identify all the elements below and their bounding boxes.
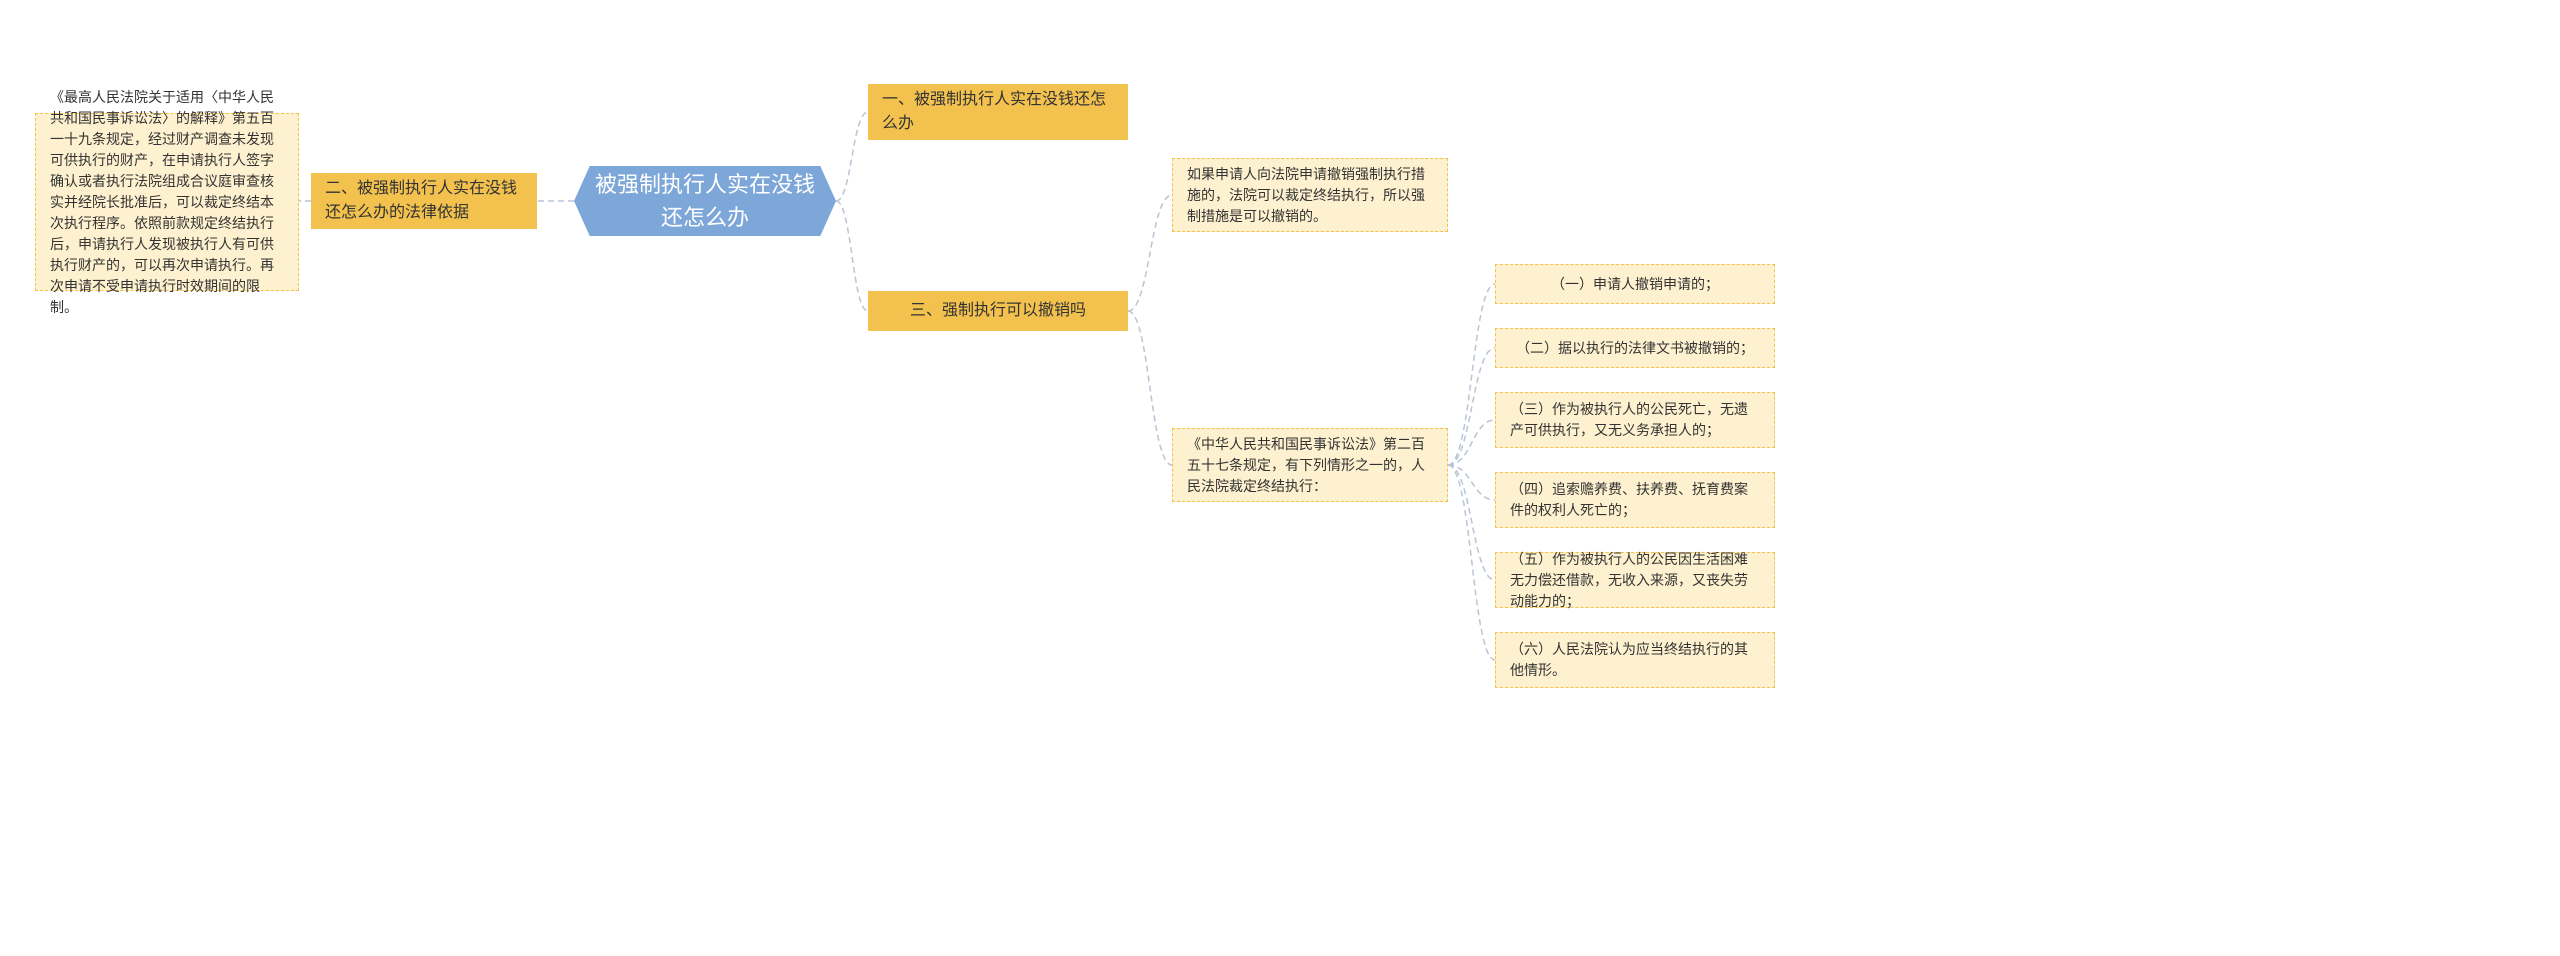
left-branch-node: 二、被强制执行人实在没钱还怎么办的法律依据	[311, 173, 537, 229]
c2-item-4: （四）追索赡养费、扶养费、抚育费案件的权利人死亡的；	[1495, 472, 1775, 528]
c2-item-6-text: （六）人民法院认为应当终结执行的其他情形。	[1510, 639, 1760, 681]
right-b3-label: 三、强制执行可以撤销吗	[910, 299, 1086, 323]
c2-item-3-text: （三）作为被执行人的公民死亡，无遗产可供执行，又无义务承担人的；	[1510, 399, 1760, 441]
b3-c2-node: 《中华人民共和国民事诉讼法》第二百五十七条规定，有下列情形之一的，人民法院裁定终…	[1172, 428, 1448, 502]
b3-c1-node: 如果申请人向法院申请撤销强制执行措施的，法院可以裁定终结执行，所以强制措施是可以…	[1172, 158, 1448, 232]
c2-item-1: （一）申请人撤销申请的；	[1495, 264, 1775, 304]
c2-item-5-text: （五）作为被执行人的公民因生活困难无力偿还借款，无收入来源，又丧失劳动能力的；	[1510, 549, 1760, 612]
left-branch-label: 二、被强制执行人实在没钱还怎么办的法律依据	[325, 177, 523, 225]
right-b1-node: 一、被强制执行人实在没钱还怎么办	[868, 84, 1128, 140]
left-leaf-text: 《最高人民法院关于适用〈中华人民共和国民事诉讼法〉的解释》第五百一十九条规定，经…	[50, 87, 284, 318]
c2-item-1-text: （一）申请人撤销申请的；	[1551, 274, 1719, 295]
root-node: 被强制执行人实在没钱还怎么办	[574, 166, 836, 236]
right-b3-node: 三、强制执行可以撤销吗	[868, 291, 1128, 331]
c2-item-3: （三）作为被执行人的公民死亡，无遗产可供执行，又无义务承担人的；	[1495, 392, 1775, 448]
c2-item-5: （五）作为被执行人的公民因生活困难无力偿还借款，无收入来源，又丧失劳动能力的；	[1495, 552, 1775, 608]
right-b1-label: 一、被强制执行人实在没钱还怎么办	[882, 88, 1114, 136]
c2-item-6: （六）人民法院认为应当终结执行的其他情形。	[1495, 632, 1775, 688]
b3-c1-text: 如果申请人向法院申请撤销强制执行措施的，法院可以裁定终结执行，所以强制措施是可以…	[1187, 164, 1433, 227]
c2-item-2-text: （二）据以执行的法律文书被撤销的；	[1516, 338, 1754, 359]
root-label: 被强制执行人实在没钱还怎么办	[594, 168, 816, 234]
left-leaf-node: 《最高人民法院关于适用〈中华人民共和国民事诉讼法〉的解释》第五百一十九条规定，经…	[35, 113, 299, 291]
c2-item-2: （二）据以执行的法律文书被撤销的；	[1495, 328, 1775, 368]
b3-c2-text: 《中华人民共和国民事诉讼法》第二百五十七条规定，有下列情形之一的，人民法院裁定终…	[1187, 434, 1433, 497]
c2-item-4-text: （四）追索赡养费、扶养费、抚育费案件的权利人死亡的；	[1510, 479, 1760, 521]
